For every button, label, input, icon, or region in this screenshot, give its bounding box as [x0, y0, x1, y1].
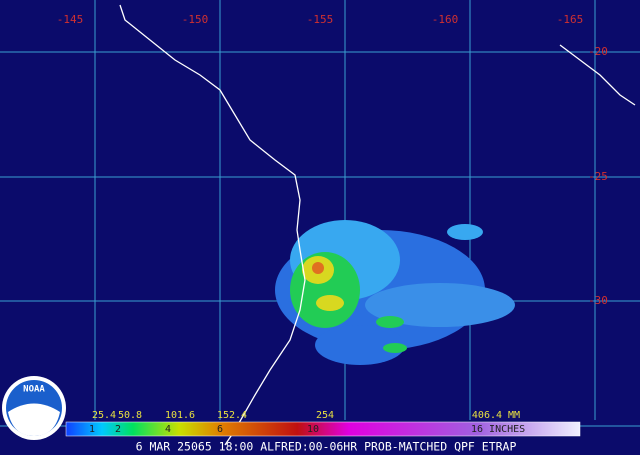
caption: 6 MAR 25065 18:00 ALFRED:00-06HR PROB-MA… — [136, 440, 517, 454]
lon-label: -150 — [182, 13, 209, 26]
color-bar — [65, 421, 581, 437]
legend-mm-label: 25.4 — [92, 410, 116, 421]
legend-mm-label: 50.8 — [118, 410, 142, 421]
precip-area — [315, 325, 405, 365]
precip-area — [312, 262, 324, 274]
logo-text: NOAA — [23, 385, 45, 395]
logo-gull — [8, 403, 60, 436]
lon-label: -165 — [557, 13, 584, 26]
precip-area — [447, 224, 483, 240]
legend-mm-label: 406.4 MM — [472, 410, 520, 421]
legend-mm-label: 254 — [316, 410, 334, 421]
legend-mm-label: 152.4 — [217, 410, 247, 421]
legend-inch-label: 4 — [165, 424, 171, 435]
lat-label: -25 — [588, 170, 608, 183]
lon-label: -145 — [57, 13, 84, 26]
lon-label: -155 — [307, 13, 334, 26]
lon-label: -160 — [432, 13, 459, 26]
precip-area — [316, 295, 344, 311]
legend-inch-label: 6 — [217, 424, 223, 435]
noaa-logo: NOAA — [2, 376, 66, 440]
precipitation — [275, 220, 515, 365]
lat-label: -20 — [588, 45, 608, 58]
legend-inch-label: 2 — [115, 424, 121, 435]
precip-area — [376, 316, 404, 328]
coastline — [119, 4, 306, 446]
legend-inch-label: 10 — [307, 424, 319, 435]
precip-area — [383, 343, 407, 353]
precip-area — [365, 283, 515, 327]
legend-mm-label: 101.6 — [165, 410, 195, 421]
lat-label: -30 — [588, 294, 608, 307]
legend-inch-label: 1 — [89, 424, 95, 435]
legend-inch-label: 16 INCHES — [471, 424, 525, 435]
coastline — [559, 44, 636, 106]
